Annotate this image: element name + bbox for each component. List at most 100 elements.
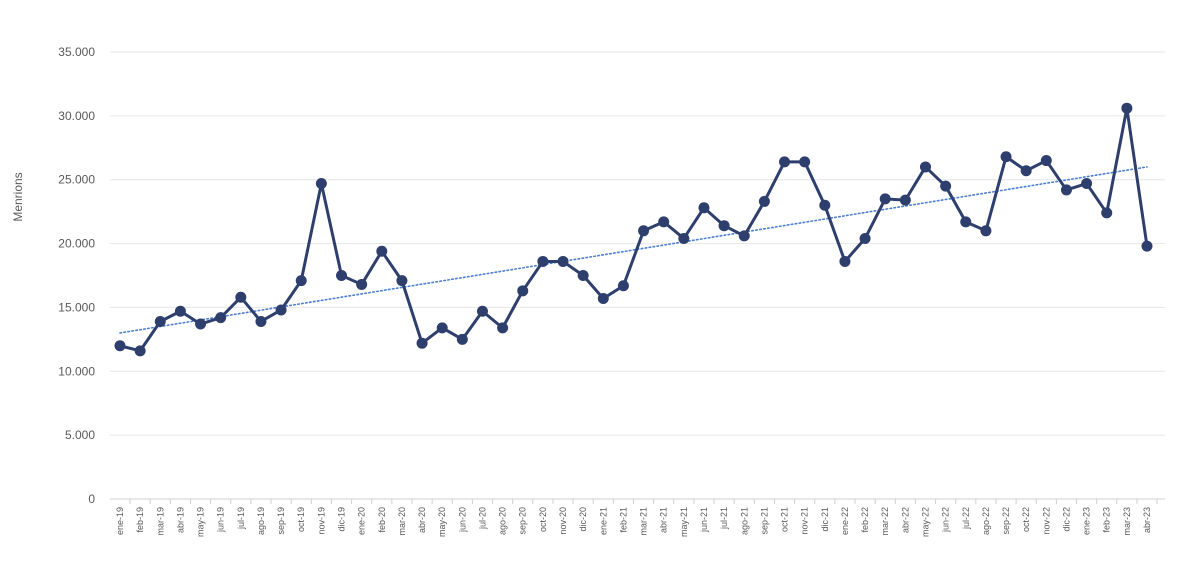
- x-tick-label: mar-19: [155, 507, 165, 536]
- y-axis-label: Menrions: [11, 172, 25, 221]
- data-point-ago-21: [738, 230, 750, 242]
- data-point-ago-19: [255, 315, 267, 327]
- data-point-abr-21: [658, 216, 670, 228]
- x-tick-label: abr-20: [417, 507, 427, 533]
- data-point-mar-20: [396, 275, 408, 287]
- x-tick-label: ene-23: [1082, 507, 1092, 535]
- data-point-mar-21: [638, 225, 650, 237]
- data-point-oct-19: [295, 275, 307, 287]
- y-tick-label: 15.000: [58, 300, 95, 314]
- data-point-dic-20: [577, 270, 589, 281]
- x-tick-label: mar-20: [397, 507, 407, 536]
- x-tick-label: nov-19: [316, 507, 326, 535]
- x-tick-label: ago-21: [739, 507, 749, 535]
- data-point-ago-20: [497, 322, 509, 334]
- x-tick-label: feb-19: [135, 507, 145, 533]
- y-tick-label: 20.000: [58, 237, 95, 251]
- x-tick-label: nov-20: [558, 507, 568, 535]
- data-point-jul-20: [476, 305, 488, 317]
- x-tick-label: oct-21: [780, 507, 790, 532]
- x-tick-label: dic-21: [820, 507, 830, 532]
- data-point-ago-22: [980, 225, 992, 237]
- data-point-oct-22: [1020, 165, 1032, 177]
- x-tick-label: abr-19: [175, 507, 185, 533]
- data-point-ene-22: [839, 255, 851, 267]
- data-point-feb-21: [617, 280, 629, 292]
- trendline-path: [119, 166, 1148, 334]
- x-tick-label: jun-20: [457, 507, 467, 533]
- x-tick-label: ago-20: [498, 507, 508, 535]
- y-axis-ticks: 0 5.000 10.000 15.000 20.000 25.000 30.000 35.0…: [58, 45, 95, 506]
- data-point-jul-21: [718, 220, 730, 232]
- data-point-mar-19: [154, 315, 166, 327]
- data-point-feb-19: [134, 345, 146, 357]
- data-point-oct-20: [537, 255, 549, 267]
- data-point-abr-19: [174, 305, 186, 317]
- x-tick-label: mar-22: [880, 507, 890, 536]
- y-tick-label: 30.000: [58, 109, 95, 123]
- x-tick-label: sep-19: [276, 507, 286, 535]
- x-tick-label: jun-22: [941, 507, 951, 533]
- gridlines: [110, 51, 1165, 500]
- data-point-may-21: [678, 232, 690, 244]
- x-tick-label: abr-23: [1142, 507, 1152, 533]
- data-point-ene-23: [1081, 178, 1093, 190]
- data-point-abr-20: [416, 337, 428, 349]
- x-tick-label: ene-21: [598, 507, 608, 535]
- data-point-ene-20: [356, 278, 368, 290]
- x-tick-label: oct-22: [1021, 507, 1031, 532]
- data-point-mar-23: [1121, 102, 1133, 114]
- data-point-feb-23: [1101, 207, 1113, 219]
- x-tick-label: jun-21: [699, 507, 709, 533]
- x-tick-label: dic-20: [578, 507, 588, 532]
- data-point-ene-19: [114, 340, 126, 352]
- data-point-jul-19: [235, 291, 247, 303]
- data-point-jun-21: [698, 202, 710, 214]
- y-tick-label: 5.000: [65, 428, 95, 442]
- x-tick-label: may-21: [679, 507, 689, 537]
- x-tick-label: jul-20: [477, 507, 487, 530]
- x-tick-label: feb-20: [377, 507, 387, 533]
- data-point-abr-23: [1141, 240, 1153, 252]
- data-point-nov-20: [557, 255, 569, 267]
- data-point-dic-21: [819, 199, 831, 211]
- x-tick-label: oct-20: [538, 507, 548, 532]
- x-tick-label: oct-19: [296, 507, 306, 532]
- trendline: [119, 166, 1148, 334]
- x-tick-label: feb-22: [860, 507, 870, 533]
- data-point-oct-21: [779, 156, 791, 168]
- x-tick-label: dic-22: [1061, 507, 1071, 532]
- x-tick-label: ago-22: [981, 507, 991, 535]
- series-line: [119, 106, 1149, 353]
- x-tick-label: may-19: [196, 507, 206, 537]
- x-tick-label: abr-22: [900, 507, 910, 533]
- x-tick-label: mar-21: [639, 507, 649, 536]
- data-point-jul-22: [960, 216, 972, 228]
- data-point-abr-22: [899, 194, 911, 206]
- x-tick-label: jul-19: [236, 507, 246, 530]
- x-tick-label: may-20: [437, 507, 447, 537]
- data-point-jun-20: [456, 333, 468, 345]
- x-tick-label: ene-19: [115, 507, 125, 535]
- x-tick-label: dic-19: [337, 507, 347, 532]
- y-tick-label: 25.000: [58, 173, 95, 187]
- x-tick-label: jun-19: [216, 507, 226, 533]
- data-point-nov-19: [315, 178, 327, 190]
- data-point-sep-19: [275, 304, 287, 316]
- data-point-sep-21: [758, 195, 770, 207]
- data-point-sep-22: [1000, 151, 1012, 163]
- x-axis-ticks: ene-19 feb-19 mar-19 abr-19 may-19 jun-19 jul-…: [115, 499, 1158, 537]
- y-tick-label: 35.000: [58, 45, 95, 59]
- x-tick-label: sep-20: [518, 507, 528, 535]
- y-tick-label: 10.000: [58, 364, 95, 378]
- x-tick-label: ene-22: [840, 507, 850, 535]
- x-tick-label: abr-21: [659, 507, 669, 533]
- x-tick-label: ene-20: [357, 507, 367, 535]
- x-tick-label: feb-23: [1102, 507, 1112, 533]
- data-point-nov-21: [799, 156, 811, 168]
- data-point-mar-22: [879, 193, 891, 205]
- series-mentions: [114, 102, 1153, 357]
- data-point-ene-21: [597, 292, 609, 304]
